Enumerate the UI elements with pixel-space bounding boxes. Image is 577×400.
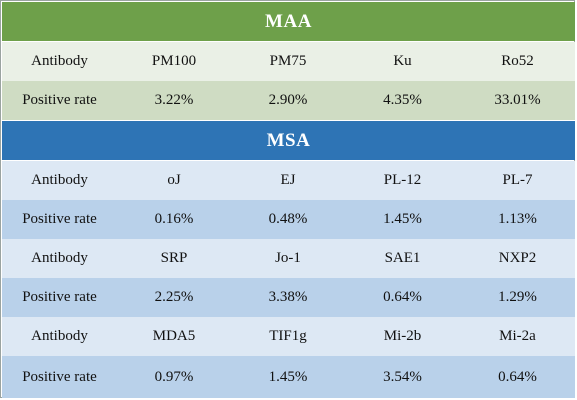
antibody-name: Jo-1 <box>275 250 301 266</box>
positive-rate-value: 33.01% <box>494 92 541 108</box>
row-label: Positive rate <box>22 92 97 108</box>
positive-rate-value: 0.64% <box>383 289 422 305</box>
msa-rate-row: Positive rate 0.16% 0.48% 1.45% 1.13% <box>2 200 575 240</box>
maa-section-header: MAA <box>2 2 575 41</box>
msa-antibody-row: Antibody MDA5 TIF1g Mi-2b Mi-2a <box>2 317 575 357</box>
maa-title: MAA <box>265 10 312 32</box>
msa-section-header: MSA <box>2 121 575 160</box>
antibody-name: oJ <box>167 172 181 188</box>
positive-rate-value: 0.64% <box>498 368 537 385</box>
positive-rate-value: 3.38% <box>268 289 308 305</box>
msa-antibody-row: Antibody SRP Jo-1 SAE1 NXP2 <box>2 239 575 279</box>
positive-rate-value: 2.90% <box>268 92 308 108</box>
positive-rate-value: 0.97% <box>154 368 194 385</box>
antibody-name: Ku <box>393 53 412 69</box>
positive-rate-value: 1.29% <box>498 289 537 305</box>
antibody-name: PM100 <box>151 53 197 69</box>
antibody-name: PL-12 <box>383 172 422 188</box>
antibody-name: MDA5 <box>152 328 196 344</box>
antibody-name: TIF1g <box>269 328 307 344</box>
antibody-name: NXP2 <box>498 250 537 266</box>
row-label: Positive rate <box>22 289 97 305</box>
antibody-name: Mi-2a <box>499 328 536 344</box>
row-label: Antibody <box>31 328 88 344</box>
positive-rate-value: 1.45% <box>383 211 422 227</box>
row-label: Antibody <box>31 172 88 188</box>
positive-rate-value: 0.16% <box>154 211 194 227</box>
msa-rate-row: Positive rate 2.25% 3.38% 0.64% 1.29% <box>2 278 575 318</box>
antibody-name: Ro52 <box>501 53 534 69</box>
msa-title: MSA <box>266 129 311 151</box>
msa-rate-row: Positive rate 0.97% 1.45% 3.54% 0.64% <box>2 356 575 398</box>
antibody-name: EJ <box>280 172 296 188</box>
antibody-name: Mi-2b <box>383 328 422 344</box>
positive-rate-value: 4.35% <box>383 92 422 108</box>
positive-rate-value: 2.25% <box>154 289 194 305</box>
positive-rate-value: 3.54% <box>383 368 422 385</box>
maa-rate-row: Positive rate 3.22% 2.90% 4.35% 33.01% <box>2 81 575 121</box>
antibody-name: SRP <box>160 250 188 266</box>
row-label: Antibody <box>31 53 88 69</box>
row-label: Antibody <box>31 250 88 266</box>
antibody-name: SAE1 <box>384 250 421 266</box>
positive-rate-value: 3.22% <box>154 92 194 108</box>
positive-rate-value: 1.13% <box>498 211 537 227</box>
msa-antibody-row: Antibody oJ EJ PL-12 PL-7 <box>2 161 575 201</box>
antibody-name: PL-7 <box>502 172 533 188</box>
maa-antibody-row: Antibody PM100 PM75 Ku Ro52 <box>2 42 575 82</box>
antibody-name: PM75 <box>269 53 307 69</box>
row-label: Positive rate <box>22 368 97 385</box>
positive-rate-value: 1.45% <box>268 368 308 385</box>
row-label: Positive rate <box>22 211 97 227</box>
positive-rate-value: 0.48% <box>268 211 308 227</box>
